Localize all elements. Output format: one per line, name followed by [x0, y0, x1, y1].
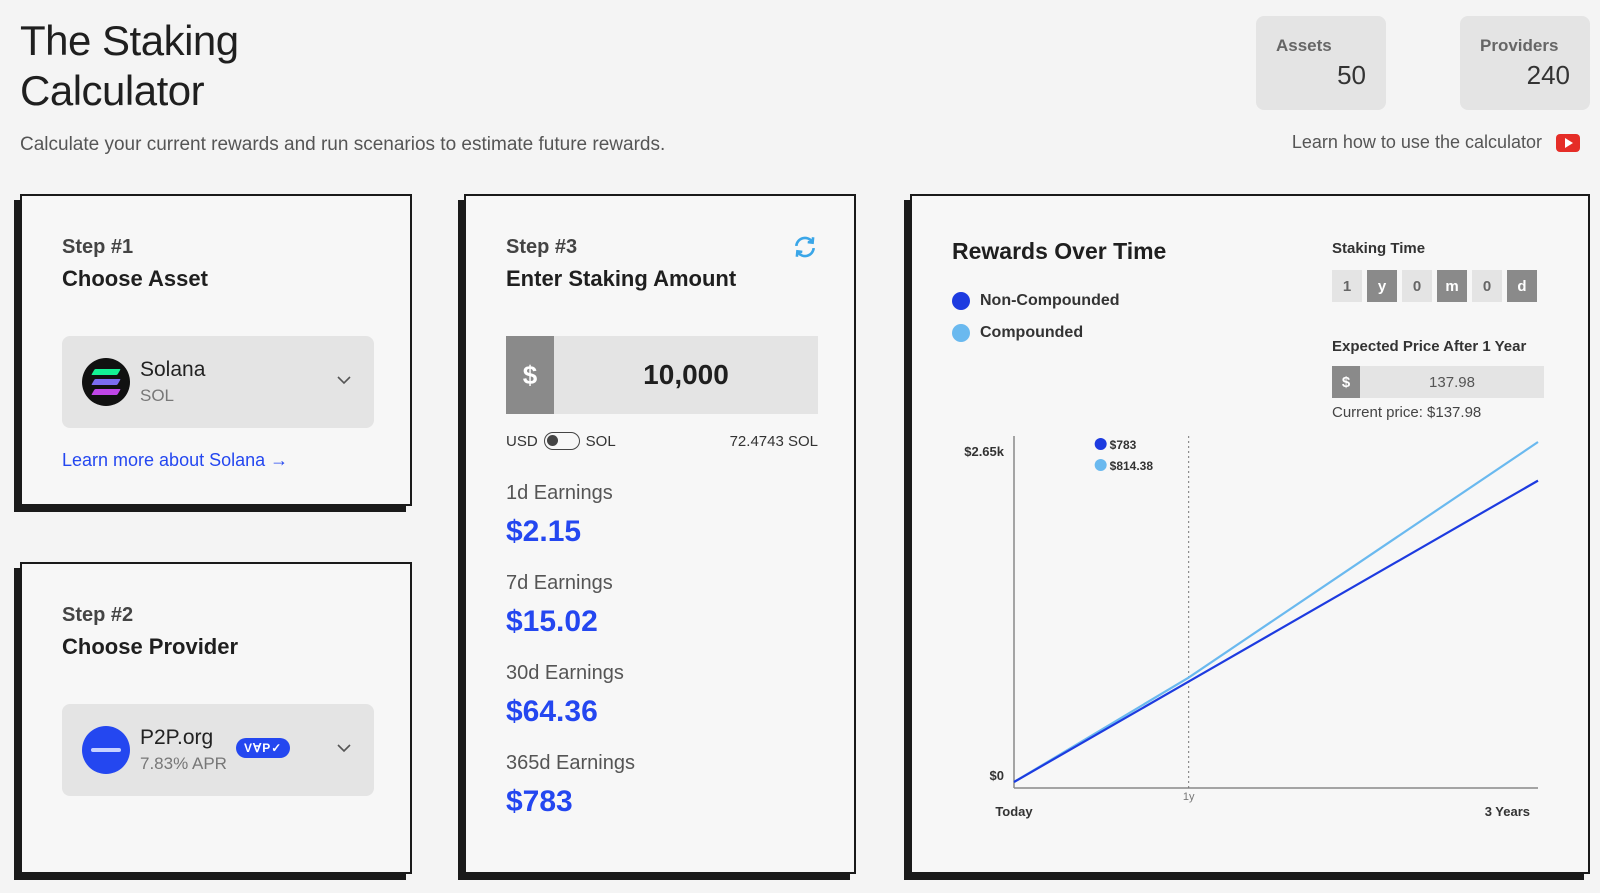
staking-years-input[interactable]: 1 [1332, 270, 1362, 302]
assets-stat-label: Assets [1276, 36, 1332, 55]
earnings-label: 7d Earnings [506, 572, 613, 594]
staking-time-label: Staking Time [1332, 240, 1426, 257]
asset-select[interactable]: Solana SOL [62, 336, 374, 428]
months-unit: m [1437, 270, 1467, 302]
learn-video-label: Learn how to use the calculator [1291, 132, 1542, 152]
chevron-down-icon [337, 376, 351, 385]
expected-price-value[interactable]: 137.98 [1429, 373, 1475, 391]
legend-compounded: Compounded [952, 324, 1083, 342]
x-tick-label: Today [995, 804, 1033, 819]
step2-card: Step #2 Choose Provider P2P.org 7.83% AP… [20, 562, 412, 874]
step3-number: Step #3 [506, 236, 578, 258]
verified-badge: VⱯP✓ [236, 738, 291, 758]
page-subtitle: Calculate your current rewards and run s… [20, 134, 666, 155]
legend-label: Non-Compounded [980, 292, 1120, 309]
step1-title: Choose Asset [62, 266, 208, 291]
learn-more-solana-link[interactable]: Learn more about Solana → [62, 450, 289, 470]
tooltip-value: $814.38 [1110, 459, 1154, 473]
y-tick-label: $2.65k [964, 444, 1005, 459]
providers-stat: Providers 240 [1460, 16, 1590, 110]
y-tick-label: $0 [990, 768, 1004, 783]
provider-name: P2P.org [140, 726, 214, 749]
current-price: Current price: $137.98 [1332, 404, 1482, 421]
p2p-logo-icon [82, 726, 130, 774]
legend-dot [952, 292, 970, 310]
sol-amount: 72.4743 SOL [729, 432, 818, 450]
chevron-down-icon [337, 744, 351, 753]
expected-price-currency: $ [1332, 366, 1360, 398]
step1-card: Step #1 Choose Asset Solana SOL Learn mo… [20, 194, 412, 506]
days-unit: d [1507, 270, 1537, 302]
chart-title: Rewards Over Time [952, 238, 1167, 264]
rewards-chart-card: $2.65k $0 Today 3 Years 1y $783 $814.38 Reward… [910, 194, 1590, 874]
page-title-line2: Calculator [20, 67, 205, 114]
legend-label: Compounded [980, 324, 1084, 341]
toggle-usd-label: USD [506, 432, 538, 450]
earnings-label: 1d Earnings [506, 482, 613, 504]
staking-amount-value[interactable]: 10,000 [643, 359, 729, 390]
page-title-line1: The Staking [20, 17, 239, 64]
currency-symbol: $ [506, 336, 554, 414]
step1-number: Step #1 [62, 236, 134, 258]
tooltip-dot [1094, 459, 1107, 471]
step3-title: Enter Staking Amount [506, 266, 737, 291]
staking-time-inputs: 1 y 0 m 0 d [1332, 270, 1537, 302]
expected-price-input[interactable]: $ 137.98 [1332, 366, 1544, 398]
earnings-30d: 30d Earnings $64.36 [506, 662, 624, 729]
youtube-icon [1556, 133, 1580, 152]
page-title: The Staking Calculator [20, 16, 239, 116]
solana-logo-icon [82, 358, 130, 406]
step3-card: Step #3 Enter Staking Amount $ 10,000 US… [464, 194, 856, 874]
legend-dot [952, 324, 970, 342]
step2-number: Step #2 [62, 604, 134, 626]
expected-price-label: Expected Price After 1 Year [1332, 338, 1527, 355]
provider-select[interactable]: P2P.org 7.83% APR VⱯP✓ [62, 704, 374, 796]
learn-video-link[interactable]: Learn how to use the calculator [1292, 132, 1580, 153]
earnings-label: 30d Earnings [506, 662, 624, 684]
assets-stat-value: 50 [1337, 60, 1366, 90]
earnings-365d: 365d Earnings $783 [506, 752, 635, 819]
staking-amount-input[interactable]: $ 10,000 [506, 336, 818, 414]
rewards-chart: $2.65k $0 Today 3 Years 1y $783 $814.38 [964, 436, 1539, 819]
providers-stat-value: 240 [1526, 60, 1570, 90]
series-line-compounded [1013, 441, 1539, 783]
earnings-value: $783 [506, 785, 573, 818]
earnings-7d: 7d Earnings $15.02 [506, 572, 613, 639]
toggle-sol-label: SOL [585, 432, 616, 450]
step2-title: Choose Provider [62, 634, 239, 659]
marker-label: 1y [1183, 791, 1195, 803]
providers-stat-label: Providers [1480, 36, 1559, 55]
provider-apr: 7.83% APR [140, 754, 227, 773]
refresh-icon[interactable] [792, 234, 818, 260]
x-tick-label: 3 Years [1485, 804, 1530, 819]
staking-months-input[interactable]: 0 [1402, 270, 1432, 302]
earnings-label: 365d Earnings [506, 752, 635, 774]
earnings-value: $15.02 [506, 605, 598, 638]
currency-toggle-row: USD SOL 72.4743 SOL [506, 432, 818, 450]
earnings-value: $2.15 [506, 515, 582, 548]
earnings-1d: 1d Earnings $2.15 [506, 482, 613, 549]
staking-days-input[interactable]: 0 [1472, 270, 1502, 302]
series-line-non-compounded [1013, 479, 1539, 783]
asset-name: Solana [140, 358, 206, 381]
tooltip-dot [1094, 438, 1107, 450]
years-unit: y [1367, 270, 1397, 302]
assets-stat: Assets 50 [1256, 16, 1386, 110]
earnings-value: $64.36 [506, 695, 598, 728]
legend-non-compounded: Non-Compounded [952, 292, 1120, 310]
asset-symbol: SOL [140, 386, 175, 405]
tooltip-value: $783 [1110, 438, 1137, 452]
usd-sol-toggle[interactable] [543, 432, 580, 450]
